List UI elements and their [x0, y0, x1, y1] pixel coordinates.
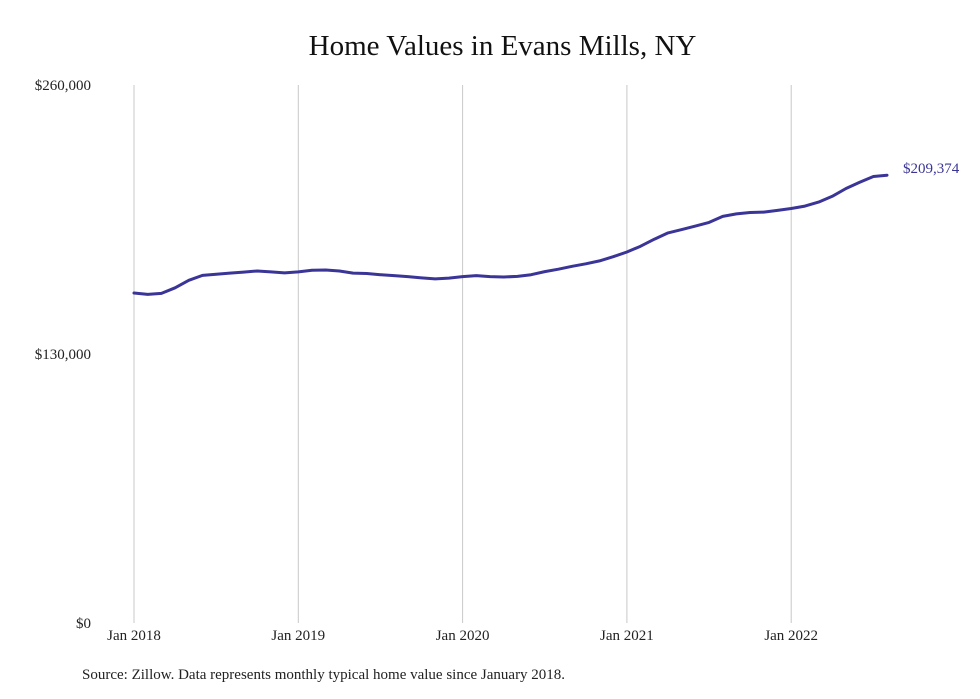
data-point: [283, 272, 286, 274]
x-tick-label: Jan 2019: [271, 628, 325, 644]
data-point: [365, 272, 368, 275]
series-layer: [132, 173, 889, 296]
data-point: [790, 207, 792, 210]
data-point: [831, 195, 834, 198]
end-value-label: $209,374: [903, 161, 960, 177]
chart-title: Home Values in Evans Mills, NY: [308, 30, 697, 62]
data-point: [297, 271, 300, 273]
data-point: [557, 268, 560, 270]
y-tick-label: $260,000: [35, 78, 91, 94]
data-point: [434, 278, 437, 280]
data-point: [215, 273, 217, 276]
data-point: [872, 175, 875, 178]
vertical-gridlines: [133, 85, 792, 623]
data-point: [489, 275, 491, 278]
data-point: [804, 205, 806, 207]
data-point: [626, 251, 628, 253]
data-labels: $209,374: [903, 161, 960, 177]
data-point: [776, 209, 779, 212]
data-point: [475, 274, 478, 277]
y-axis-tick-labels: $0 $130,000 $260,000: [35, 78, 91, 632]
data-point: [845, 187, 847, 190]
data-point: [256, 270, 259, 272]
data-point: [735, 213, 738, 215]
x-tick-label: Jan 2022: [764, 628, 818, 644]
data-point: [886, 174, 888, 177]
data-point: [749, 211, 751, 214]
data-point: [420, 277, 423, 279]
y-tick-label: $130,000: [35, 347, 91, 363]
data-point: [160, 292, 163, 295]
data-point: [187, 279, 190, 282]
data-point: [708, 221, 710, 224]
x-tick-label: Jan 2018: [107, 628, 161, 644]
data-point: [763, 211, 765, 213]
data-point: [571, 265, 573, 268]
y-tick-label: $0: [76, 616, 91, 632]
data-point: [311, 269, 313, 271]
data-point: [146, 293, 149, 296]
data-point: [543, 270, 546, 273]
data-point: [653, 238, 656, 240]
data-point: [338, 270, 341, 272]
series-line-1: [132, 173, 889, 296]
data-point: [407, 275, 409, 278]
data-point: [667, 232, 669, 234]
data-point: [393, 274, 395, 277]
data-point: [721, 215, 724, 218]
data-point: [324, 269, 327, 271]
data-point: [352, 272, 354, 274]
data-point: [201, 274, 204, 277]
data-point: [639, 245, 642, 247]
data-point: [448, 277, 450, 279]
data-point: [270, 271, 272, 273]
data-point: [530, 273, 532, 276]
data-point: [516, 275, 519, 278]
data-point: [694, 225, 697, 227]
data-point: [174, 286, 176, 289]
data-point: [817, 201, 820, 203]
source-note: Source: Zillow. Data represents monthly …: [82, 667, 566, 683]
data-point: [379, 273, 382, 276]
data-point: [598, 260, 601, 262]
data-point: [858, 181, 861, 184]
x-axis-tick-labels: Jan 2018 Jan 2019 Jan 2020 Jan 2021 Jan 2022: [107, 628, 818, 644]
data-point: [502, 276, 505, 278]
x-tick-label: Jan 2021: [600, 628, 654, 644]
data-point: [242, 271, 245, 273]
data-point: [461, 275, 464, 278]
data-point: [585, 262, 587, 265]
data-point: [680, 228, 683, 231]
data-point: [612, 255, 615, 258]
x-tick-label: Jan 2020: [436, 628, 490, 644]
data-point: [133, 292, 135, 294]
data-point: [229, 272, 231, 274]
